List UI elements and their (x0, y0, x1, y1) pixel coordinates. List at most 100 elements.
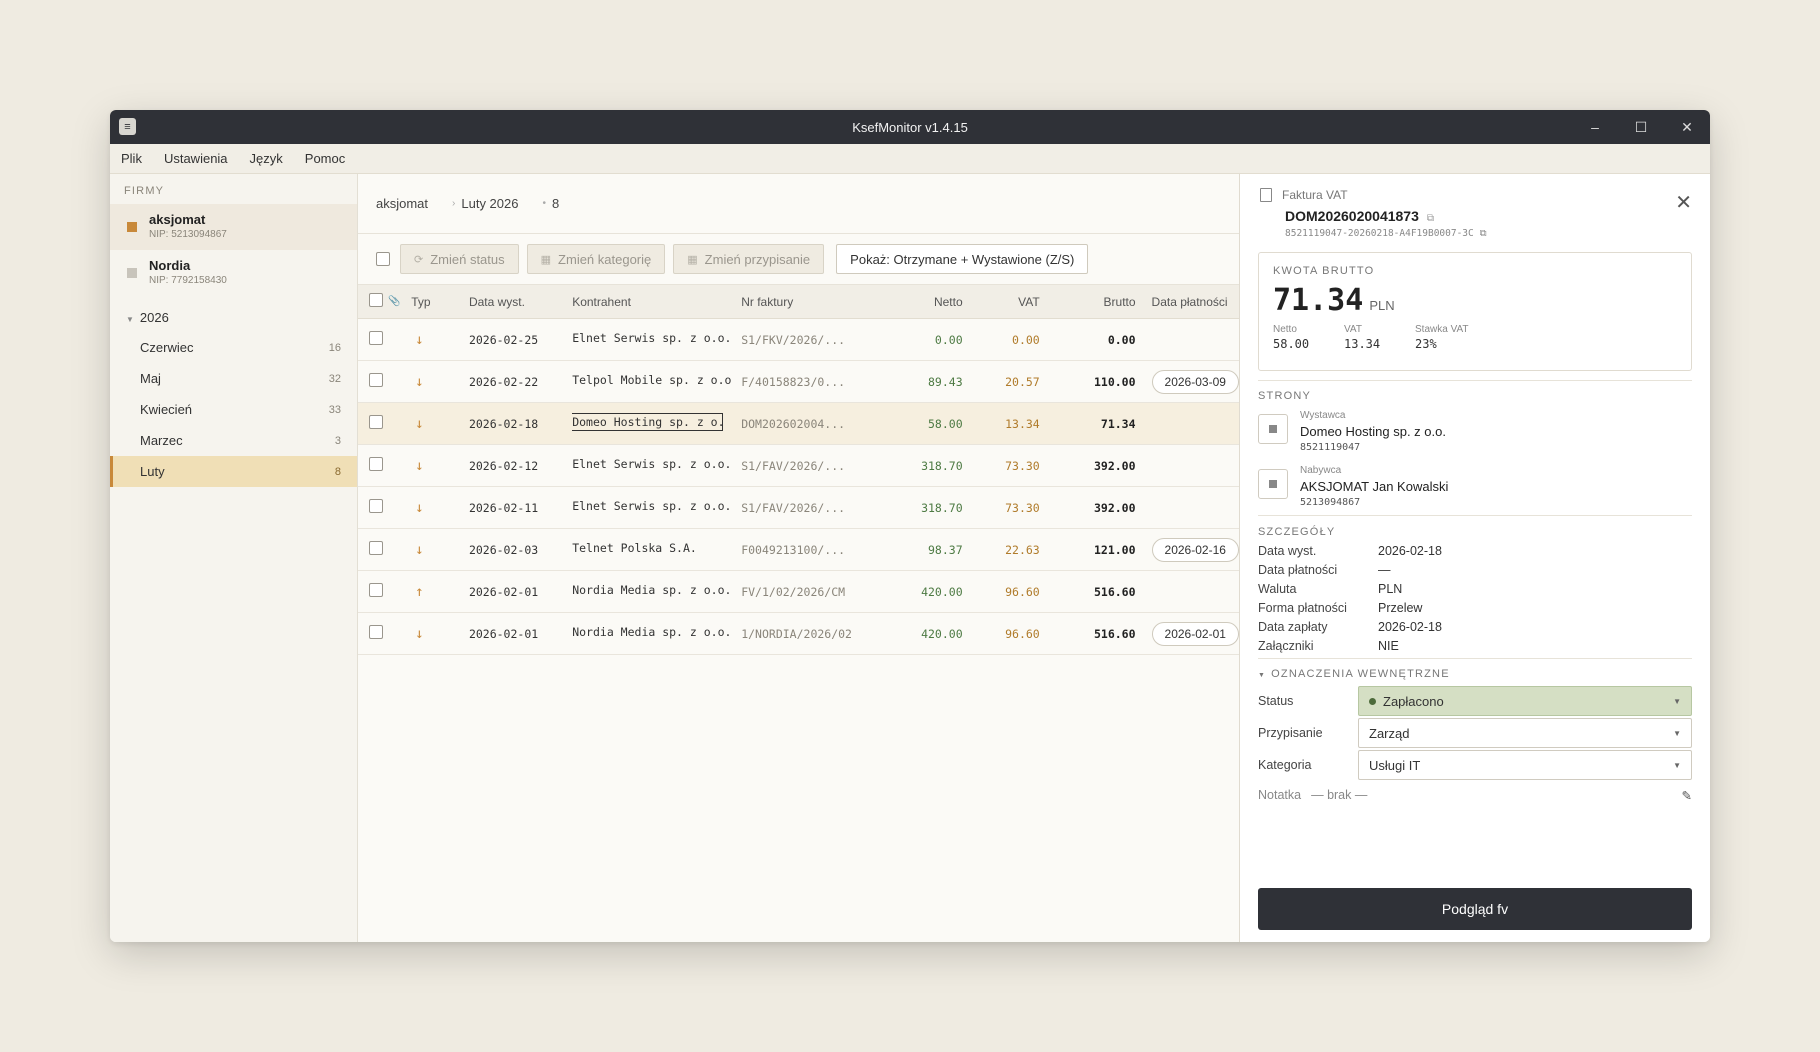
cell-vat: 73.30 (1005, 500, 1040, 515)
row-checkbox[interactable] (369, 583, 383, 597)
menu-language[interactable]: Język (249, 151, 283, 166)
table-row[interactable]: ↓ 2026-02-01 Nordia Media sp. z o.o. 1/NORD… (358, 613, 1239, 655)
table-row[interactable]: ↓ 2026-02-12 Elnet Serwis sp. z o.o. S1/FAV… (358, 445, 1239, 487)
field-value: PLN (1378, 582, 1403, 596)
copy-icon[interactable]: ⧉ (1479, 228, 1487, 239)
row-checkbox[interactable] (369, 331, 383, 345)
header-checkbox[interactable] (369, 293, 383, 307)
menu-file[interactable]: Plik (121, 151, 142, 166)
breadcrumb-period[interactable]: Luty 2026 (461, 196, 519, 211)
col-type[interactable]: Typ (411, 294, 431, 309)
cell-invoice: DOM202602004... (741, 416, 846, 431)
status-label: Status (1258, 694, 1294, 708)
change-status-button[interactable]: ⟳ Zmień status (400, 244, 519, 274)
cell-paydate: 2026-02-16 (1151, 529, 1239, 571)
company-icon (127, 222, 137, 232)
maximize-icon[interactable]: ☐ (1634, 118, 1648, 135)
status-value: Zapłacono (1383, 693, 1444, 709)
cell-net: 318.70 (921, 458, 963, 473)
cell-contractor: Telnet Polska S.A. (572, 529, 741, 571)
divider (1258, 658, 1692, 659)
category-value: Usługi IT (1369, 757, 1421, 773)
assignment-select[interactable]: Zarząd ▼ (1358, 718, 1692, 748)
direction-arrow-icon: ↓ (415, 373, 424, 390)
table-row[interactable]: ↓ 2026-02-25 Elnet Serwis sp. z o.o. S1/FKV… (358, 319, 1239, 361)
close-icon[interactable]: ✕ (1675, 192, 1692, 214)
cell-gross: 516.60 (1093, 584, 1136, 599)
cell-date: 2026-02-22 (468, 374, 539, 389)
gross-value: 71.34 (1273, 283, 1364, 318)
row-checkbox[interactable] (369, 625, 383, 639)
dropdown-arrow-icon: ▼ (1673, 696, 1681, 706)
col-gross[interactable]: Brutto (1103, 294, 1136, 309)
button-label: Zmień przypisanie (704, 251, 811, 267)
filter-button[interactable]: Pokaż: Otrzymane + Wystawione (Z/S) (836, 244, 1089, 274)
firm-item-nordia[interactable]: Nordia NIP: 7792158430 (110, 250, 357, 296)
table-row[interactable]: ↓ 2026-02-18 Domeo Hosting sp. z o.o. DOM20… (358, 402, 1239, 445)
cell-gross: 110.00 (1093, 374, 1136, 389)
col-invoice[interactable]: Nr faktury (741, 294, 794, 309)
preview-invoice-button[interactable]: Podgląd fv (1258, 888, 1692, 930)
category-select[interactable]: Usługi IT ▼ (1358, 750, 1692, 780)
internal-section-toggle[interactable]: ▼ OZNACZENIA WEWNĘTRZNE (1258, 668, 1450, 680)
dropdown-arrow-icon: ▼ (1673, 760, 1681, 770)
col-vat[interactable]: VAT (1018, 294, 1040, 309)
month-item-marzec[interactable]: Marzec 3 (110, 425, 357, 456)
month-item-kwiecien[interactable]: Kwiecień 33 (110, 394, 357, 425)
year-group[interactable]: ▼ 2026 (110, 296, 357, 332)
invoice-number: DOM2026020041873 ⧉ (1285, 208, 1434, 224)
change-assignment-button[interactable]: ▦ Zmień przypisanie (673, 244, 825, 274)
col-net[interactable]: Netto (933, 294, 963, 309)
table-row[interactable]: ↓ 2026-02-22 Telpol Mobile sp. z o.o. F/401… (358, 361, 1239, 403)
seller-role: Wystawca (1300, 410, 1346, 421)
status-select[interactable]: Zapłacono ▼ (1358, 686, 1692, 716)
month-item-czerwiec[interactable]: Czerwiec 16 (110, 332, 357, 363)
col-contractor[interactable]: Kontrahent (572, 294, 631, 309)
cell-paydate (1152, 319, 1239, 361)
table-row[interactable]: ↓ 2026-02-11 Elnet Serwis sp. z o.o. S1/FAV… (358, 487, 1239, 529)
col-date[interactable]: Data wyst. (468, 294, 525, 309)
change-category-button[interactable]: ▦ Zmień kategorię (526, 244, 666, 274)
cell-vat: 96.60 (1005, 584, 1040, 599)
firm-item-aksjomat[interactable]: aksjomat NIP: 5213094867 (110, 204, 357, 250)
invoice-list-panel: aksjomat › Luty 2026 • 8 ⟳ Zmień status ▦… (358, 174, 1239, 942)
field-label: Data płatności (1258, 563, 1338, 577)
company-icon (127, 268, 137, 278)
col-paydate[interactable]: Data płatności (1151, 294, 1228, 309)
cell-date: 2026-02-25 (468, 332, 539, 347)
month-count: 32 (328, 372, 341, 385)
direction-arrow-icon: ↓ (415, 499, 424, 516)
button-label: Pokaż: Otrzymane + Wystawione (Z/S) (850, 251, 1075, 267)
table-row[interactable]: ↑ 2026-02-01 Nordia Media sp. z o.o. FV/1/0… (358, 571, 1239, 613)
vat-rate-label: Stawka VAT (1415, 324, 1469, 335)
gross-amount: 71.34 PLN (1273, 283, 1677, 318)
field-label: Data zapłaty (1258, 620, 1328, 634)
month-label: Luty (140, 464, 165, 479)
cell-vat: 73.30 (1005, 458, 1040, 473)
month-count: 3 (334, 434, 341, 447)
row-checkbox[interactable] (369, 457, 383, 471)
select-all-checkbox[interactable] (376, 252, 390, 266)
invoice-number-text: DOM2026020041873 (1285, 208, 1419, 224)
copy-icon[interactable]: ⧉ (1426, 213, 1435, 224)
minimize-icon[interactable]: – (1591, 119, 1599, 135)
menu-settings[interactable]: Ustawienia (163, 151, 228, 166)
app-menu-icon[interactable]: ≡ (119, 118, 136, 135)
menu-help[interactable]: Pomoc (304, 151, 346, 166)
row-checkbox[interactable] (369, 541, 383, 555)
firm-name: Nordia (149, 258, 191, 273)
net-label: Netto (1273, 324, 1297, 335)
assignment-value: Zarząd (1369, 725, 1410, 741)
contractor-text: Telnet Polska S.A. (572, 541, 697, 555)
month-item-luty[interactable]: Luty 8 (110, 456, 357, 487)
row-checkbox[interactable] (369, 373, 383, 387)
row-checkbox[interactable] (369, 499, 383, 513)
month-item-maj[interactable]: Maj 32 (110, 363, 357, 394)
breadcrumb-company[interactable]: aksjomat (376, 196, 429, 211)
contractor-text: Telpol Mobile sp. z o.o. (572, 373, 733, 387)
edit-pencil-icon[interactable]: ✎ (1681, 789, 1692, 803)
row-checkbox[interactable] (369, 415, 383, 429)
close-window-icon[interactable]: ✕ (1681, 118, 1693, 135)
table-row[interactable]: ↓ 2026-02-03 Telnet Polska S.A. F0049213100… (358, 529, 1239, 571)
cell-paydate (1152, 487, 1239, 529)
